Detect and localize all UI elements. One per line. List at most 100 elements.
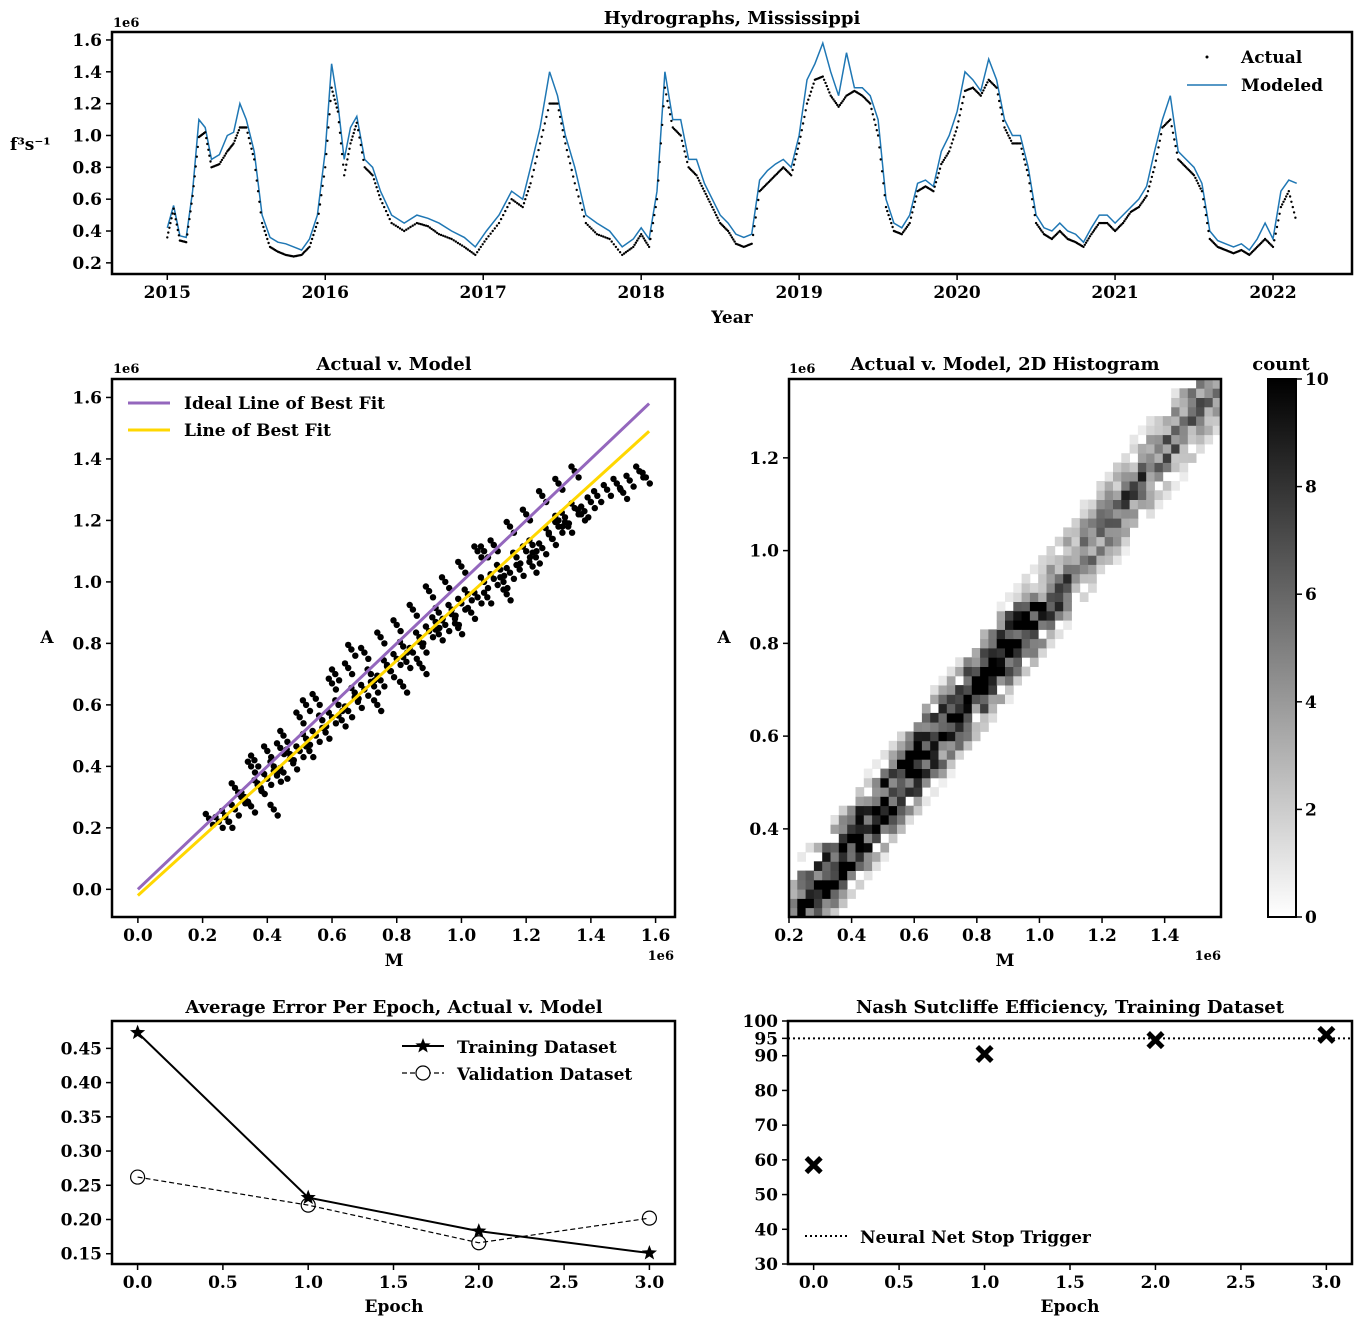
histogram-cell [797,907,806,918]
histogram-cell [1063,592,1072,602]
histogram-cell [921,796,931,807]
actual-data-point [384,209,388,213]
histogram-cell [855,852,865,862]
x-tick-label: 0.0 [123,926,153,946]
histogram-cell [971,722,981,732]
actual-data-point [468,249,471,253]
histogram-cell [888,777,898,788]
actual-data-point [542,129,545,132]
histogram-cell [955,740,964,751]
actual-data-point [880,170,884,173]
actual-data-point [350,138,353,142]
histogram-cell [1096,527,1106,538]
histogram-cell [872,861,881,871]
actual-data-point [346,158,349,161]
histogram-cell [855,833,865,844]
actual-data-point [791,168,794,172]
scatter-point [503,518,510,526]
actual-data-point [937,172,940,175]
scatter-point [310,753,317,761]
histogram-cell [921,731,931,742]
histogram-cell [1005,675,1014,686]
actual-data-point [224,152,228,155]
histogram-cell [855,815,865,825]
scatter-point [361,649,368,656]
histogram-cell [1079,564,1089,575]
actual-data-point [1283,198,1287,201]
actual-data-point [264,233,268,237]
histogram-cell [1204,434,1214,445]
scatter-point [575,474,582,481]
actual-data-point [597,233,601,237]
histogram-cell [963,731,973,742]
actual-data-point [942,158,946,162]
histogram-cell [797,852,806,862]
histogram-cell [813,898,823,909]
scatter-point [229,824,236,831]
histogram-cell [863,824,873,834]
actual-data-point [940,162,943,166]
histogram-cell [863,870,873,881]
histogram-cell [1196,379,1205,389]
actual-data-point [1282,200,1285,203]
actual-data-point [1195,179,1198,182]
actual-data-point [841,100,844,103]
scatter-point [561,518,569,526]
histogram-cell [797,870,806,881]
actual-data-point [938,167,942,170]
histogram-cell [1046,546,1056,556]
histogram-cell [805,898,815,909]
y-tick-label: 40 [754,1220,778,1240]
actual-data-point [1084,241,1088,244]
histogram-cell [888,768,898,779]
scatter-point [300,720,307,727]
histogram-cell [955,703,964,714]
scatter-point [500,578,507,586]
y-tick-label: 90 [754,1047,778,1067]
actual-data-point [1090,233,1093,236]
scatter-point [396,678,404,685]
histogram-cell [813,889,823,899]
actual-data-point [870,107,873,111]
histogram-cell [980,712,989,723]
scatter-point [277,727,284,735]
actual-data-point [712,208,715,211]
scatter-point [328,666,336,673]
scatter-point [616,484,624,492]
actual-data-point [950,142,953,145]
actual-data-point [624,251,628,254]
validation-point [641,1210,658,1226]
scatter-point [555,480,562,487]
histogram-cell [1096,536,1106,547]
scatter-point [442,621,449,629]
histogram-cell [1079,546,1089,556]
actual-data-point [342,163,345,166]
histogram-cell [946,740,956,751]
actual-data-point [390,221,393,225]
actual-data-point [474,253,477,257]
actual-data-point [405,228,408,231]
actual-data-point [336,110,340,113]
scatter-point [603,486,611,493]
y-tick-label: 1.6 [72,388,102,408]
actual-data-point [324,166,327,169]
actual-data-point [584,221,588,225]
scatter-point [300,753,307,761]
actual-data-point [871,113,874,116]
actual-data-point [886,209,889,213]
actual-data-point [1199,187,1202,190]
actual-data-point [345,163,348,166]
histogram-cell [1137,425,1147,436]
actual-data-point [695,174,698,177]
scatter-point [377,677,384,684]
actual-data-point [454,240,457,243]
actual-data-point [630,247,633,250]
histogram-cell [1162,443,1172,454]
actual-data-point [435,231,439,235]
histogram-cell [1005,638,1014,649]
scatter-title: Actual v. Model [315,354,471,375]
histogram-cell [1088,527,1097,538]
histogram-cell [838,861,848,871]
histogram-cell [955,712,964,723]
histogram-cell [1154,434,1164,445]
